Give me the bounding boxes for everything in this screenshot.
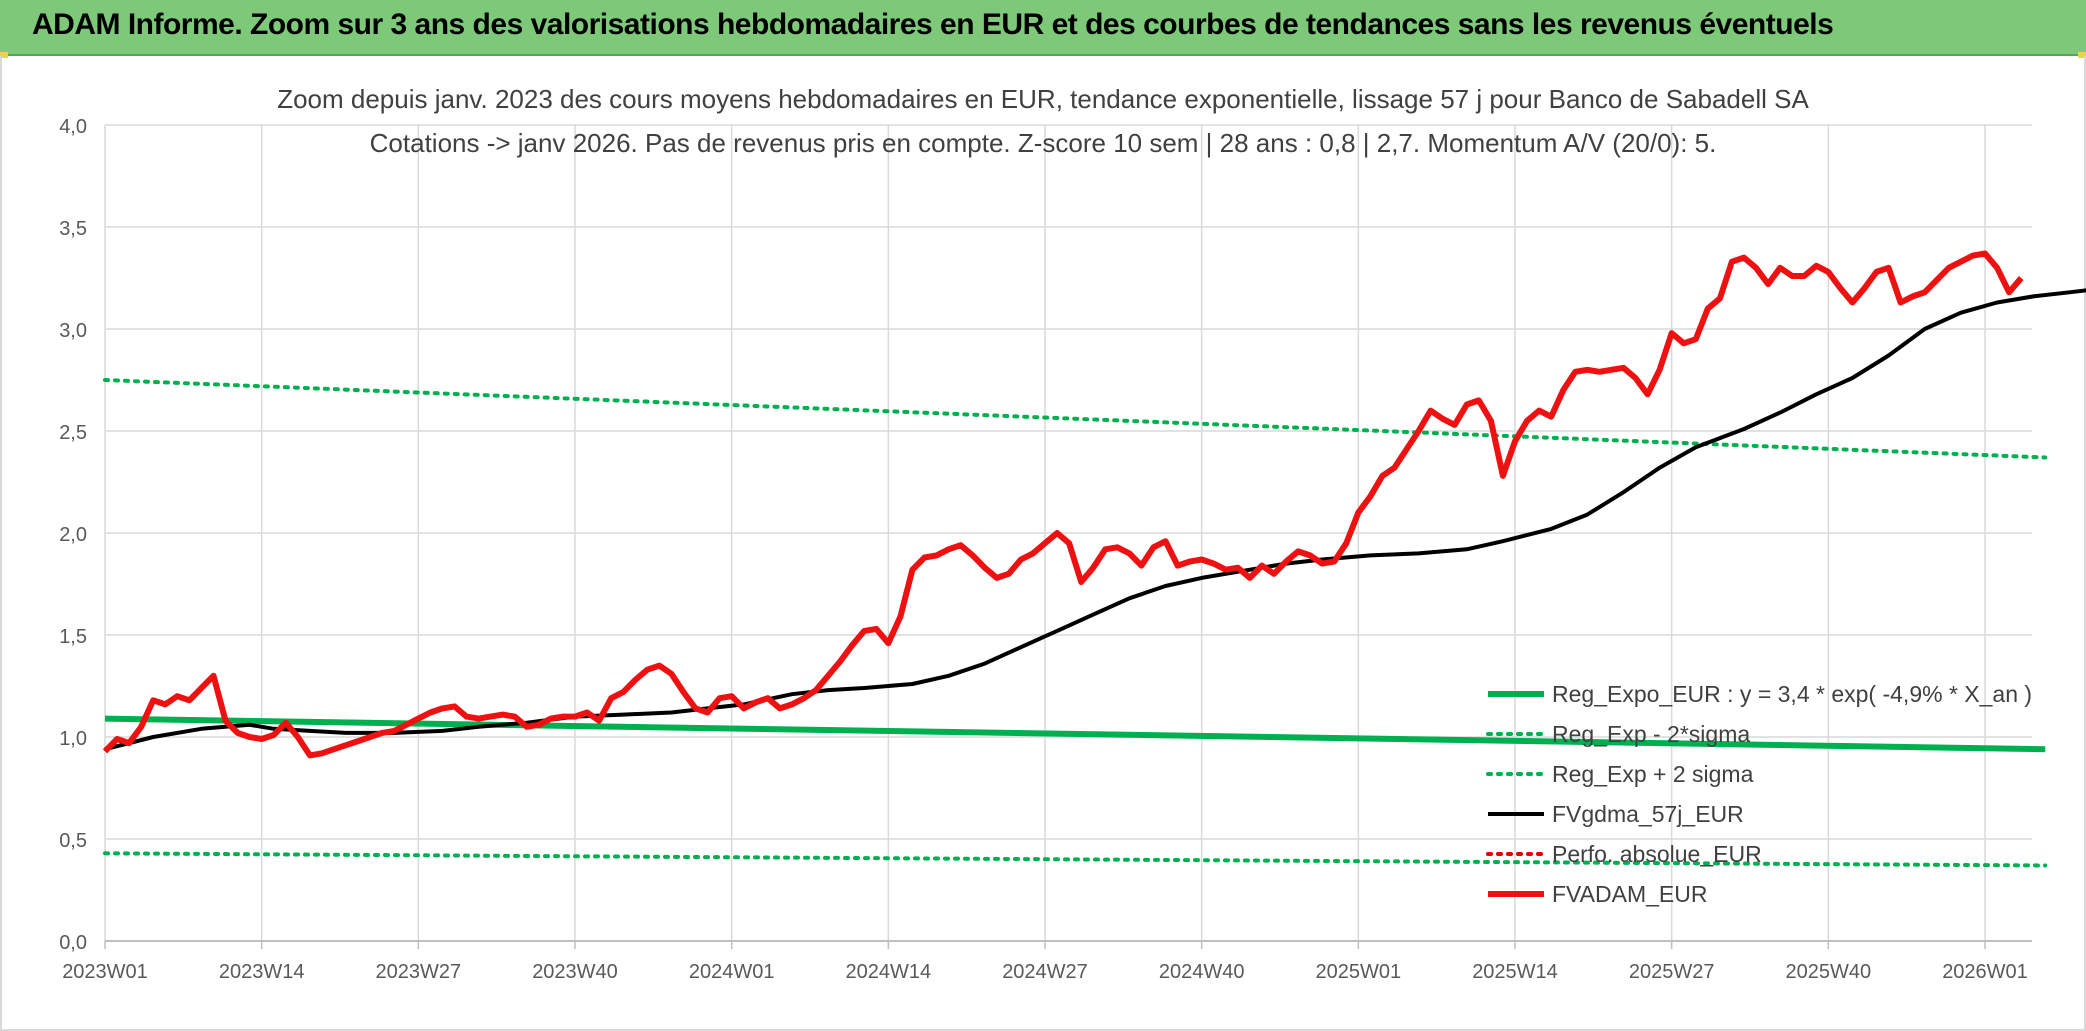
x-tick-label: 2025W40: [1786, 961, 1872, 983]
y-tick-label: 1,0: [59, 728, 87, 750]
series-line-fvadam-eur: [102, 250, 2024, 759]
x-tick-label: 2024W14: [846, 961, 932, 983]
chart-title: Zoom depuis janv. 2023 des cours moyens …: [277, 84, 1809, 114]
chart-series: [102, 250, 2086, 868]
y-tick-label: 3,0: [59, 320, 87, 342]
chart-subtitle: Cotations -> janv 2026. Pas de revenus p…: [370, 128, 1717, 158]
x-tick-label: 2024W27: [1002, 961, 1088, 983]
x-tick-label: 2025W27: [1629, 961, 1715, 983]
y-tick-label: 0,5: [59, 830, 87, 852]
legend-label: Perfo. absolue_EUR: [1552, 841, 1762, 867]
series-line-fvgdma-57j-eur: [104, 288, 2086, 752]
y-axis: 0,0 0,5 1,0 1,5 2,0 2,5 3,0 3,5 4,0: [59, 116, 87, 954]
x-tick-label: 2024W40: [1159, 961, 1245, 983]
x-tick-label: 2025W14: [1472, 961, 1558, 983]
legend-label: Reg_Exp - 2*sigma: [1552, 721, 1750, 747]
series-line-reg-exp-2-sigma: [103, 851, 2048, 868]
y-tick-label: 1,5: [59, 626, 87, 648]
y-tick-label: 0,0: [59, 932, 87, 954]
x-axis: 2023W01 2023W14 2023W27 2023W40 2024W01 2024W…: [62, 940, 2032, 983]
legend-label: Reg_Expo_EUR : y = 3,4 * exp( -4,9% * X_…: [1552, 681, 2032, 707]
chart-grid: [104, 124, 2032, 942]
chart-legend: Reg_Expo_EUR : y = 3,4 * exp( -4,9% * X_…: [1486, 681, 2032, 907]
report-banner: ADAM Informe. Zoom sur 3 ans des valoris…: [0, 0, 2086, 56]
corner-accent-right: [2078, 52, 2086, 58]
x-tick-label: 2025W01: [1316, 961, 1402, 983]
y-tick-label: 2,0: [59, 524, 87, 546]
x-tick-label: 2023W40: [532, 961, 618, 983]
chart-frame: [0, 56, 2086, 1031]
legend-label: Reg_Exp + 2 sigma: [1552, 761, 1754, 787]
series-line-reg-exp-2-sigma: [103, 378, 2048, 460]
y-tick-label: 2,5: [59, 422, 87, 444]
series-line-reg-expo-eur-y-3-4-exp-4: [104, 715, 2046, 753]
y-tick-label: 4,0: [59, 116, 87, 138]
legend-label: FVgdma_57j_EUR: [1552, 801, 1744, 827]
x-tick-label: 2024W01: [689, 961, 775, 983]
x-tick-label: 2023W01: [62, 961, 148, 983]
corner-accent-left: [0, 52, 8, 58]
y-tick-label: 3,5: [59, 218, 87, 240]
x-tick-label: 2023W27: [376, 961, 462, 983]
report-title: ADAM Informe. Zoom sur 3 ans des valoris…: [32, 8, 1834, 41]
x-tick-label: 2026W01: [1942, 961, 2028, 983]
legend-label: FVADAM_EUR: [1552, 881, 1708, 907]
x-tick-label: 2023W14: [219, 961, 305, 983]
